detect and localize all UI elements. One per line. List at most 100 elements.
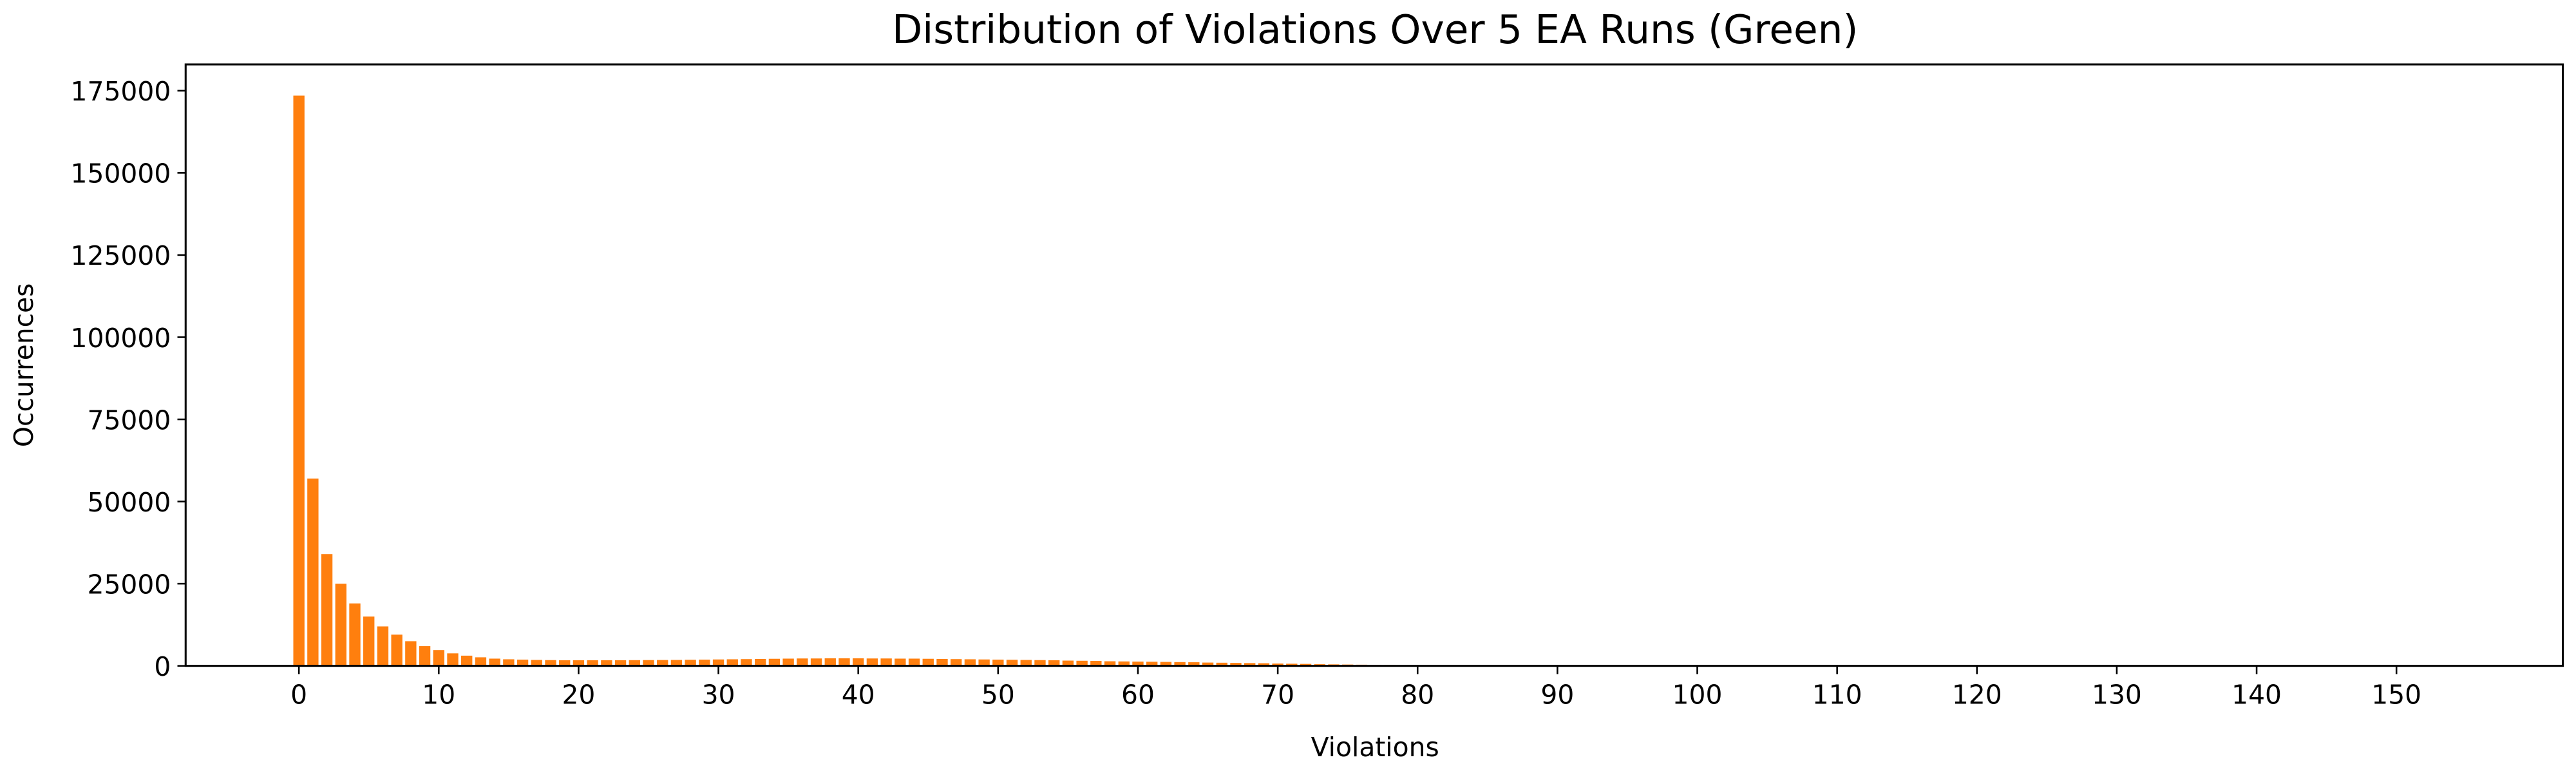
bar	[307, 478, 319, 666]
bar	[964, 659, 976, 666]
bar	[1076, 660, 1088, 666]
bar	[447, 653, 459, 666]
x-tick-label: 70	[1261, 679, 1294, 710]
bar	[614, 660, 627, 666]
bar	[1048, 660, 1060, 666]
bar	[936, 658, 948, 666]
bar	[1090, 661, 1102, 666]
bar	[516, 659, 529, 666]
bar	[335, 584, 346, 666]
bar	[1174, 662, 1186, 666]
bar	[1216, 662, 1227, 666]
y-tick-label: 100000	[71, 323, 171, 354]
bar	[978, 659, 990, 666]
bar	[559, 660, 571, 666]
bar	[699, 659, 710, 666]
bar	[1244, 663, 1256, 666]
bar	[866, 658, 878, 666]
bar	[629, 660, 640, 666]
x-tick-label: 140	[2231, 679, 2282, 710]
x-tick-label: 150	[2371, 679, 2421, 710]
x-tick-label: 110	[1812, 679, 1862, 710]
bar	[797, 658, 808, 666]
bar	[1146, 662, 1158, 666]
bar	[1132, 662, 1144, 666]
bar	[726, 659, 738, 666]
bar	[587, 660, 598, 666]
x-tick-label: 60	[1121, 679, 1155, 710]
bar	[1188, 662, 1200, 666]
bar	[657, 660, 668, 666]
bar	[461, 655, 473, 666]
bar	[922, 658, 934, 666]
bar	[1062, 660, 1074, 666]
bar	[1160, 662, 1172, 666]
bar	[670, 660, 683, 666]
bar	[1286, 663, 1298, 666]
bar	[391, 635, 402, 666]
bar	[712, 659, 724, 666]
x-tick-label: 20	[562, 679, 595, 710]
plot-frame	[184, 63, 2564, 667]
bar	[643, 660, 654, 666]
x-tick-label: 90	[1540, 679, 1574, 710]
x-tick-label: 80	[1401, 679, 1434, 710]
x-tick-label: 50	[981, 679, 1015, 710]
bar	[475, 657, 487, 666]
bar	[755, 658, 766, 666]
bar	[1020, 660, 1032, 666]
bar	[1272, 663, 1283, 666]
bar	[838, 658, 850, 666]
bar	[377, 626, 389, 666]
y-tick-label: 25000	[88, 569, 171, 600]
x-tick-label: 10	[422, 679, 455, 710]
bar	[1006, 660, 1018, 666]
x-tick-label: 40	[842, 679, 875, 710]
y-axis-label: Occurrences	[8, 283, 39, 448]
bar	[824, 658, 836, 666]
bar	[489, 658, 500, 666]
bar	[685, 660, 696, 666]
bar	[951, 659, 962, 666]
chart-title: Distribution of Violations Over 5 EA Run…	[892, 7, 1858, 53]
bar	[573, 660, 585, 666]
bar	[419, 646, 431, 666]
bar	[1202, 662, 1214, 666]
y-tick-label: 150000	[71, 158, 171, 189]
bar	[321, 554, 333, 666]
y-tick-label: 0	[154, 651, 171, 682]
x-tick-label: 120	[1952, 679, 2002, 710]
bar	[895, 658, 906, 666]
x-tick-label: 0	[290, 679, 307, 710]
bar	[1258, 663, 1270, 666]
x-tick-label: 100	[1672, 679, 1723, 710]
y-tick-label: 175000	[71, 76, 171, 107]
x-tick-label: 130	[2092, 679, 2142, 710]
y-tick-label: 125000	[71, 240, 171, 271]
bar	[601, 660, 612, 666]
bar	[363, 616, 375, 666]
bar	[782, 658, 794, 666]
bar	[810, 658, 822, 666]
bar	[992, 659, 1004, 666]
bar	[545, 660, 556, 666]
bar	[1034, 660, 1046, 666]
x-tick-label: 30	[702, 679, 735, 710]
bar	[503, 659, 515, 666]
x-axis-label: Violations	[1311, 732, 1439, 763]
bar	[433, 650, 444, 666]
bar	[853, 658, 864, 666]
bar	[1230, 663, 1242, 666]
bar	[405, 641, 417, 666]
bar	[741, 659, 752, 666]
bar	[531, 660, 542, 666]
bar	[1118, 661, 1130, 666]
bar	[349, 603, 361, 666]
y-tick-label: 75000	[88, 405, 171, 435]
bar	[880, 658, 892, 666]
bar	[293, 95, 305, 666]
bar	[908, 658, 920, 666]
y-tick-label: 50000	[88, 487, 171, 518]
bar	[768, 658, 781, 666]
